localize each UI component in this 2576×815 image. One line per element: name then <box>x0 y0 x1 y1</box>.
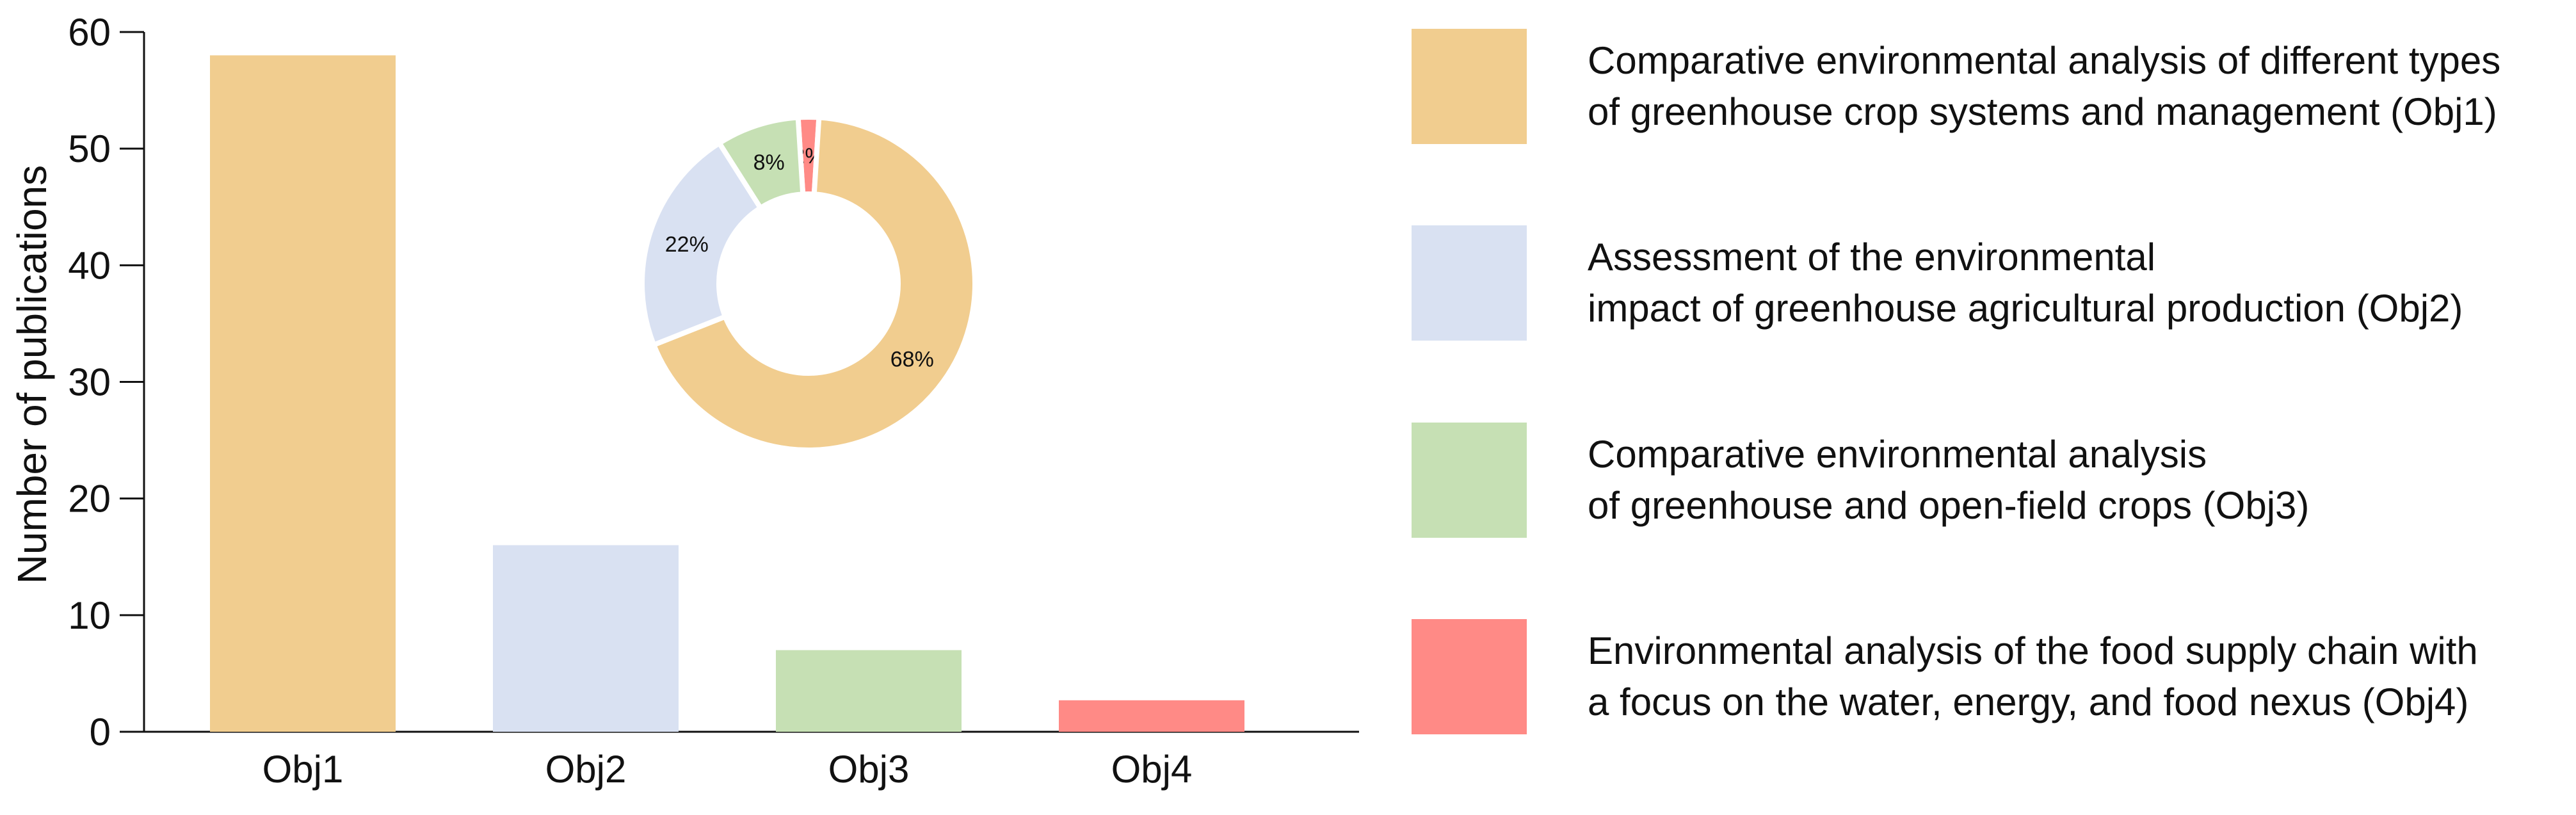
donut-chart: 2%68%22%8% <box>640 115 978 453</box>
y-axis: 0 10 20 30 40 50 60 <box>68 11 145 754</box>
legend-line: Assessment of the environmental <box>1588 236 2156 278</box>
legend-line: a focus on the water, energy, and food n… <box>1588 681 2469 723</box>
y-tick-label: 30 <box>68 361 111 404</box>
legend-label: Assessment of the environmental impact o… <box>1588 232 2463 334</box>
legend: Comparative environmental analysis of di… <box>1412 0 2576 815</box>
legend-swatch <box>1412 225 1527 341</box>
legend-line: Environmental analysis of the food suppl… <box>1588 629 2478 672</box>
bar-obj1 <box>210 55 396 732</box>
pie-value-label: 22% <box>665 232 709 257</box>
bar-obj2 <box>493 545 679 732</box>
x-tick-label: Obj4 <box>1111 748 1193 791</box>
y-axis-label: Number of publications <box>9 165 55 585</box>
bar-chart: Number of publications 0 10 20 30 40 50 60 Obj… <box>9 11 1359 791</box>
legend-item-obj4: Environmental analysis of the food suppl… <box>1412 619 2478 734</box>
legend-swatch <box>1412 423 1527 538</box>
pie-slice-obj2 <box>640 139 764 348</box>
pie-slice-obj1 <box>650 115 978 453</box>
y-tick-label: 0 <box>90 711 111 754</box>
y-tick-label: 60 <box>68 11 111 54</box>
legend-swatch <box>1412 29 1527 144</box>
legend-label: Environmental analysis of the food suppl… <box>1588 625 2478 728</box>
legend-line: of greenhouse crop systems and managemen… <box>1588 90 2497 133</box>
x-tick-label: Obj3 <box>828 748 910 791</box>
bar-obj4 <box>1059 700 1244 732</box>
pie-value-label: 8% <box>753 150 785 175</box>
x-tick-label: Obj2 <box>545 748 627 791</box>
y-tick-label: 10 <box>68 594 111 637</box>
pie-value-label: 68% <box>890 348 934 372</box>
y-tick-label: 50 <box>68 127 111 170</box>
y-tick-label: 40 <box>68 244 111 287</box>
legend-line: Comparative environmental analysis <box>1588 433 2207 476</box>
legend-swatch <box>1412 619 1527 734</box>
x-axis: Obj1 Obj2 Obj3 Obj4 <box>144 730 1359 791</box>
x-tick-label: Obj1 <box>262 748 344 791</box>
legend-item-obj3: Comparative environmental analysis of gr… <box>1412 423 2309 538</box>
legend-line: Comparative environmental analysis of di… <box>1588 39 2501 82</box>
legend-item-obj1: Comparative environmental analysis of di… <box>1412 29 2500 144</box>
legend-label: Comparative environmental analysis of gr… <box>1588 429 2309 531</box>
legend-label: Comparative environmental analysis of di… <box>1588 35 2500 138</box>
bars <box>210 55 1244 732</box>
legend-line: impact of greenhouse agricultural produc… <box>1588 287 2463 330</box>
pie-slice-obj3 <box>716 115 806 212</box>
bar-obj3 <box>776 650 962 732</box>
legend-line: of greenhouse and open-field crops (Obj3… <box>1588 484 2310 527</box>
y-tick-label: 20 <box>68 478 111 520</box>
legend-item-obj2: Assessment of the environmental impact o… <box>1412 225 2463 341</box>
